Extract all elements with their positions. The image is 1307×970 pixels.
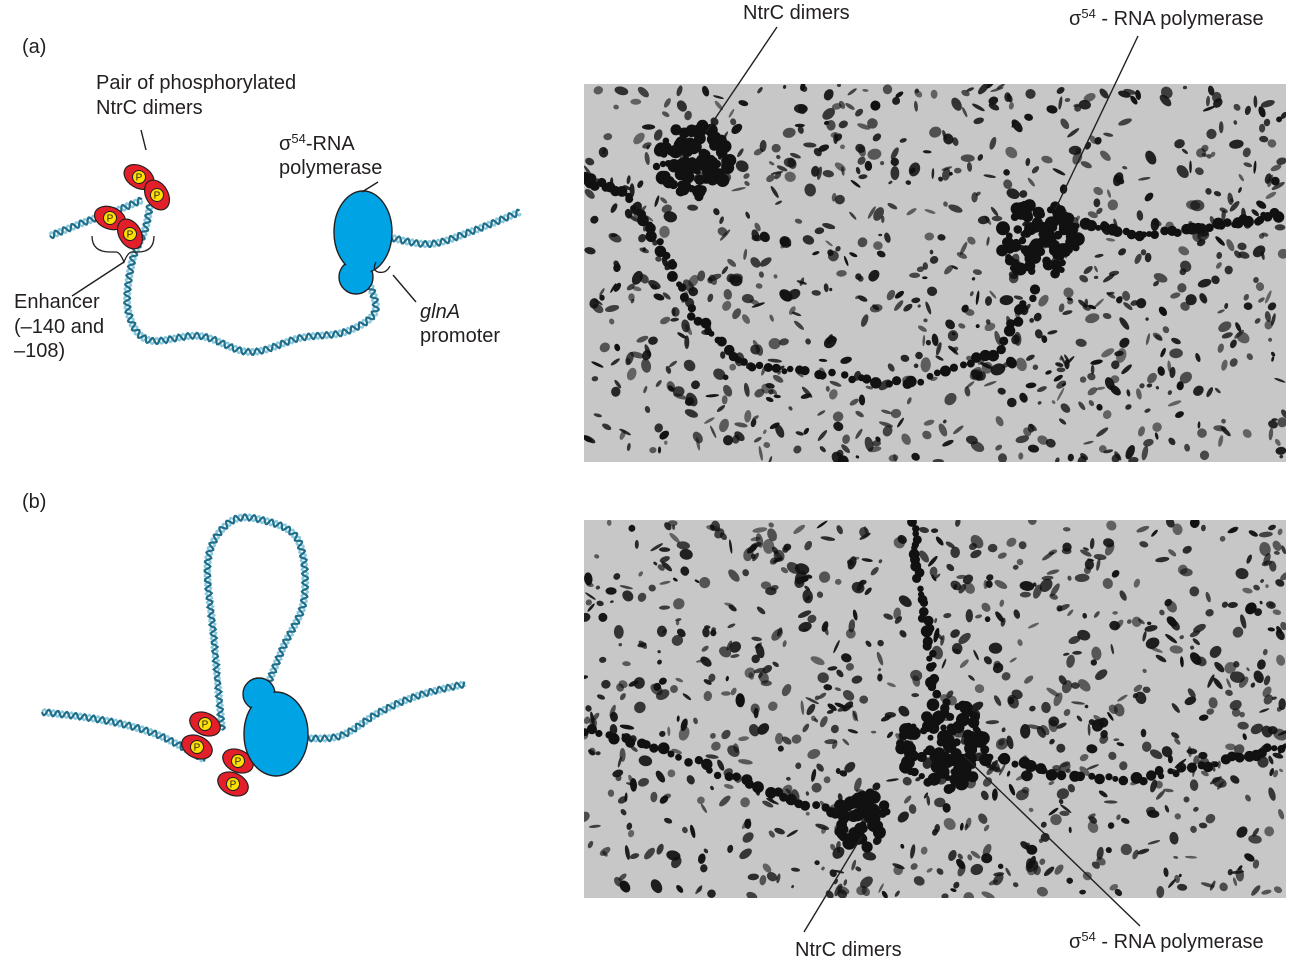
phosphate-mark: P <box>202 720 209 731</box>
micrograph-a-image <box>584 84 1286 462</box>
sigma54-rna-polymerase-a <box>333 190 393 295</box>
ntrc-monomer: P <box>116 218 144 250</box>
ntrc-pair-label-line1: Pair of phosphorylated <box>96 72 297 94</box>
dna-and-protein-density <box>584 520 1286 853</box>
micrograph-b-image <box>584 520 1286 898</box>
sigma54-polymerase-label-line2: polymerase <box>279 157 383 179</box>
ntrc-monomer: P <box>189 711 221 737</box>
glna-gene-label: glnA <box>420 301 461 323</box>
stain-particles <box>584 84 1286 462</box>
promoter-label: promoter <box>420 325 501 347</box>
micrograph-a-polymerase-label: σ54 - RNA polymerase <box>1069 6 1264 30</box>
dna-left-arm-b <box>40 708 207 763</box>
ntrc-pair-label-line2: NtrC dimers <box>96 97 203 119</box>
micrograph-a-ntrc-label: NtrC dimers <box>743 2 850 24</box>
phosphate-mark: P <box>154 191 161 202</box>
dna-right-arm-a <box>390 208 522 249</box>
micrograph-b-polymerase-label: σ54 - RNA polymerase <box>1069 929 1264 953</box>
dna-layer <box>40 196 522 763</box>
micrograph-a-ntrc-leader <box>705 26 778 133</box>
micrograph-b-ntrc-leader <box>803 835 863 933</box>
enhancer-leader-line <box>71 261 125 297</box>
sigma54-rna-polymerase-b <box>242 677 309 777</box>
phosphate-mark: P <box>127 230 134 241</box>
micrograph-b-polymerase-leader <box>963 755 1141 927</box>
dna-and-protein-density <box>584 119 1285 389</box>
phosphate-mark: P <box>194 743 201 754</box>
enhancer-label-line3: –108) <box>14 340 66 362</box>
enhancer-label-line1: Enhancer <box>14 291 100 313</box>
polymerase-leader-line <box>361 181 379 193</box>
leader-lines <box>71 26 1141 933</box>
sigma54-polymerase-label-line1: σ54-RNA <box>279 131 355 155</box>
promoter-leader-line <box>392 274 417 303</box>
micrograph-a-polymerase-leader <box>1054 35 1139 211</box>
ntrc-monomer: P <box>222 748 254 774</box>
phosphate-mark: P <box>136 173 143 184</box>
panel-b-tag: (b) <box>22 491 47 513</box>
ntrc-monomer: P <box>217 771 249 797</box>
panel-a-tag: (a) <box>22 36 47 58</box>
electron-micrograph-a <box>584 84 1286 462</box>
phosphate-mark: P <box>107 214 114 225</box>
ntrc-monomer: P <box>93 205 127 231</box>
ntrc-monomer: P <box>143 179 171 211</box>
micrograph-b-ntrc-label: NtrC dimers <box>795 939 902 961</box>
phosphate-mark: P <box>235 757 242 768</box>
phosphate-mark: P <box>230 780 237 791</box>
dna-right-arm-b <box>298 680 467 743</box>
ntrc-monomer: P <box>181 734 213 760</box>
electron-micrograph-b <box>584 520 1286 898</box>
promoter-bracket <box>373 261 391 274</box>
ntrc-pair-leader-line <box>140 129 147 151</box>
stain-particles <box>584 520 1286 898</box>
enhancer-label-line2: (–140 and <box>14 316 105 338</box>
